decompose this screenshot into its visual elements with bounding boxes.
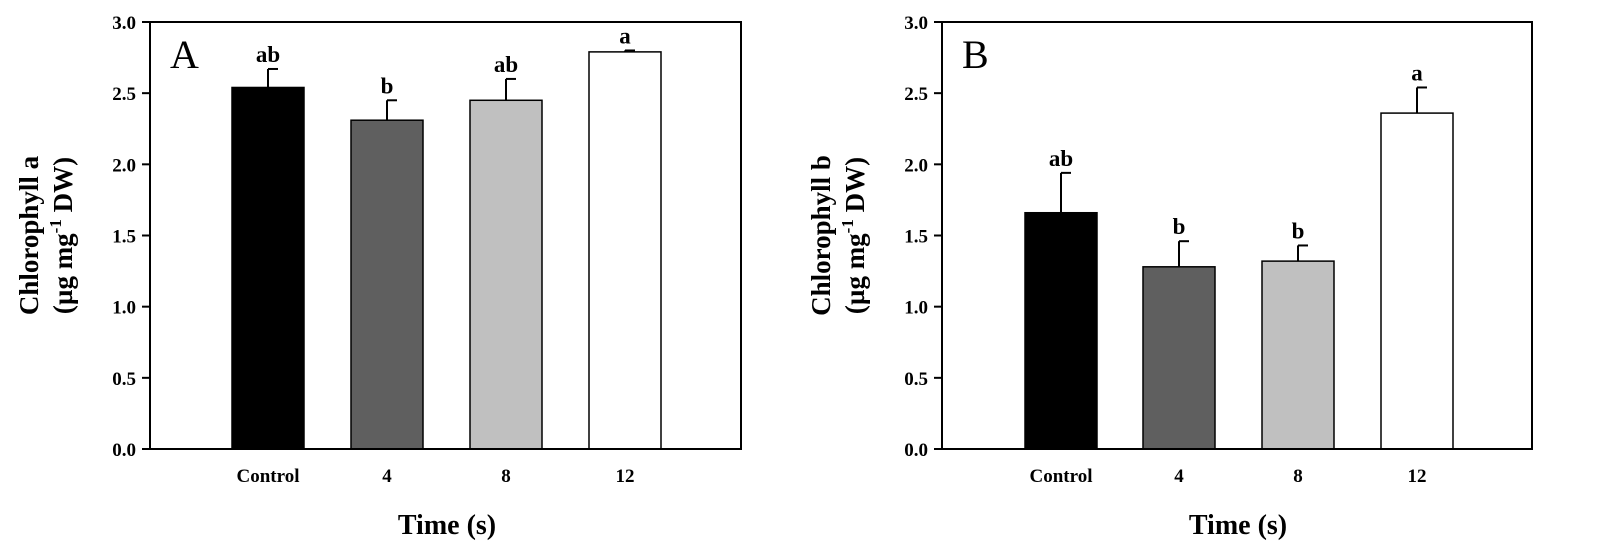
bar — [588, 51, 662, 450]
y-tick-label: 2.5 — [904, 84, 928, 105]
y-axis-unit-label: (µg mg-1 DW) — [46, 157, 78, 314]
significance-label: a — [619, 23, 631, 48]
y-axis-label: Chlorophyll b — [806, 155, 836, 316]
bar — [1142, 266, 1216, 450]
x-tick-label: 8 — [1293, 466, 1303, 487]
x-tick-label: 4 — [1174, 466, 1184, 487]
x-axis-label: Time (s) — [1189, 510, 1287, 541]
bar — [350, 119, 424, 450]
y-tick-label: 0.0 — [112, 440, 136, 461]
panel-a-chart: ab Control b 4 ab 8 a 12 0.0 0.5 1.0 1.5 2.0 2.5 3.0 A T… — [14, 13, 742, 541]
bar — [469, 99, 543, 450]
x-tick-label: 12 — [616, 466, 635, 487]
y-tick-label: 3.0 — [904, 13, 928, 34]
y-tick-label: 0.5 — [904, 369, 928, 390]
y-tick-label: 2.0 — [112, 155, 136, 176]
bar — [1261, 260, 1335, 450]
bar — [231, 86, 305, 450]
significance-label: ab — [494, 52, 518, 77]
x-tick-label: Control — [237, 466, 300, 487]
significance-label: b — [381, 73, 394, 98]
y-tick-label: 0.5 — [112, 369, 136, 390]
y-tick-label: 2.0 — [904, 155, 928, 176]
x-axis-label: Time (s) — [398, 510, 496, 541]
y-axis-label: Chlorophyll a — [14, 155, 44, 315]
significance-label: ab — [256, 42, 280, 67]
bar — [1380, 112, 1454, 450]
significance-label: b — [1292, 218, 1305, 243]
x-tick-label: 8 — [501, 466, 511, 487]
y-tick-label: 1.5 — [112, 227, 136, 248]
significance-label: b — [1173, 214, 1186, 239]
y-tick-label: 0.0 — [904, 440, 928, 461]
panel-label: A — [170, 32, 199, 77]
y-axis-unit-label: (µg mg-1 DW) — [838, 157, 870, 314]
panel-b-chart: ab Control b 4 b 8 a 12 0.0 0.5 1.0 1.5 2.0 2.5 3.0 B Ti… — [806, 13, 1533, 541]
y-tick-label: 2.5 — [112, 84, 136, 105]
y-tick-label: 3.0 — [112, 13, 136, 34]
bar — [1024, 211, 1098, 450]
significance-label: a — [1411, 60, 1423, 85]
significance-label: ab — [1049, 146, 1073, 171]
x-tick-label: 4 — [382, 466, 392, 487]
panel-label: B — [962, 32, 989, 77]
x-tick-label: 12 — [1408, 466, 1427, 487]
y-tick-label: 1.5 — [904, 227, 928, 248]
x-tick-label: Control — [1030, 466, 1093, 487]
y-tick-label: 1.0 — [112, 298, 136, 319]
y-tick-label: 1.0 — [904, 298, 928, 319]
